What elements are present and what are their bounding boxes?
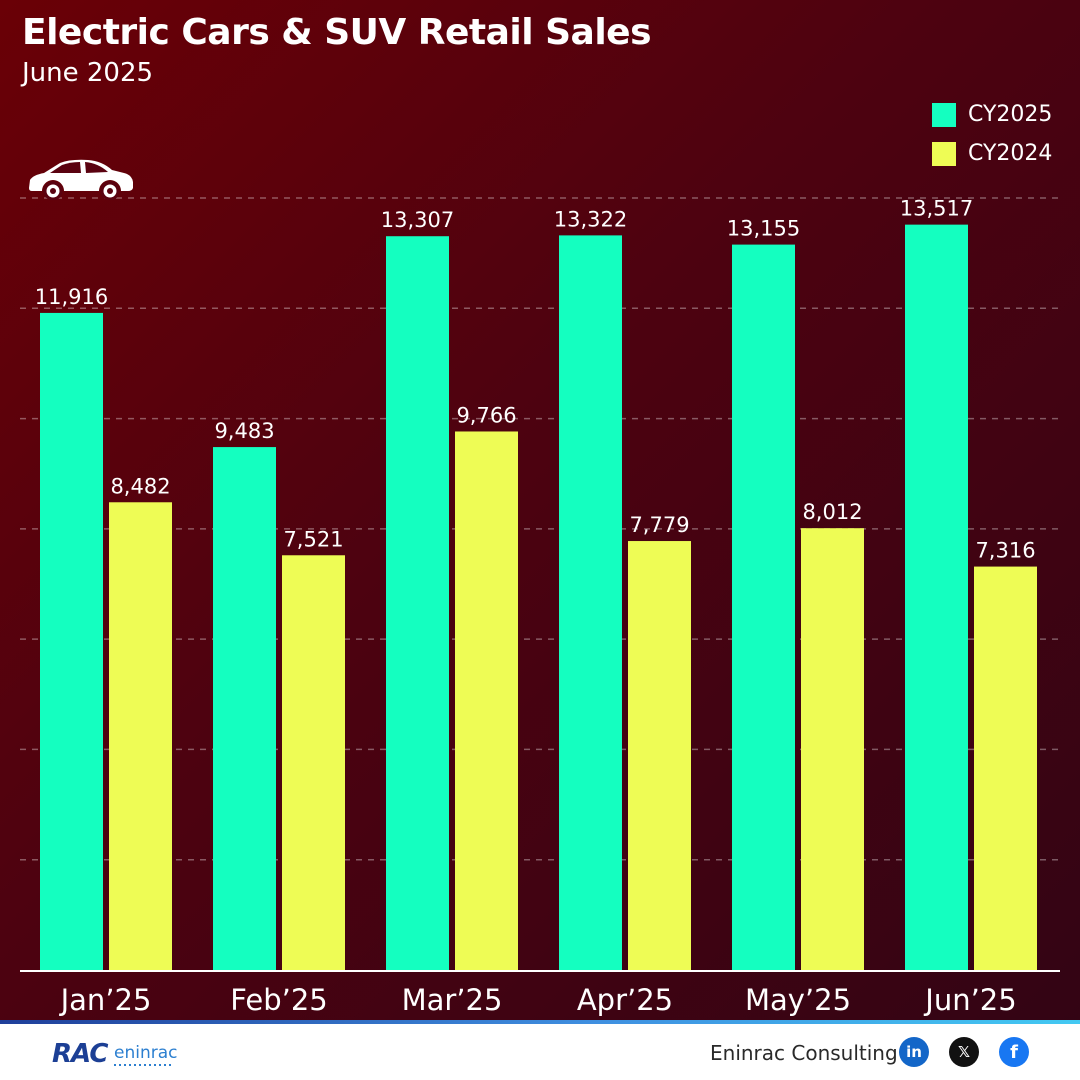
data-label-cy2024: 7,521 [283,527,343,551]
eninrac-logo: RAC eninrac [52,1039,177,1068]
electric-car-icon [29,159,133,200]
linkedin-icon[interactable]: in [899,1037,929,1067]
data-label-cy2025: 13,322 [554,207,627,231]
bar-cy2025 [213,447,276,970]
bar-cy2024 [282,555,345,970]
data-label-cy2024: 8,482 [110,474,170,498]
data-label-cy2025: 13,517 [900,197,973,221]
bar-cy2024 [628,541,691,970]
x-tick-label: May’25 [745,983,851,1017]
facebook-glyph: f [1010,1041,1018,1063]
bar-cy2024 [455,431,518,970]
data-label-cy2025: 9,483 [214,419,274,443]
logo-rac-text: RAC [52,1039,108,1068]
data-label-cy2024: 8,012 [802,500,862,524]
bar-cy2024 [109,502,172,970]
x-tick-label: Jun’25 [923,983,1016,1017]
bar-chart: 11,916 8,482 Jan’25 9,483 7,521 Feb’25 13,307 9… [35,197,1037,1017]
bar-cy2025 [732,244,795,971]
chart-subtitle: June 2025 [22,58,154,88]
data-label-cy2024: 7,316 [975,539,1035,563]
chart-title: Electric Cars & SUV Retail Sales [22,12,652,53]
bar-cy2025 [386,236,449,971]
company-name: Eninrac Consulting [710,1041,898,1065]
bar-cy2025 [40,312,103,970]
data-label-cy2025: 13,155 [727,217,800,241]
data-label-cy2025: 11,916 [35,285,108,309]
x-tick-label: Mar’25 [402,983,503,1017]
x-twitter-icon[interactable]: 𝕏 [949,1037,979,1067]
legend-label-cy2025: CY2025 [968,102,1053,127]
legend-item-cy2025: CY2025 [932,102,1052,127]
bar-cy2025 [559,235,622,971]
bar-cy2024 [801,528,864,970]
data-label-cy2025: 13,307 [381,208,454,232]
footer: RAC eninrac Eninrac Consulting in 𝕏 f [0,1024,1080,1080]
footer-accent-bar [0,1020,1080,1024]
x-tick-label: Feb’25 [230,983,327,1017]
legend-swatch-cy2025 [932,102,956,127]
bar-cy2025 [905,224,968,970]
data-label-cy2024: 7,779 [629,513,689,537]
data-label-cy2024: 9,766 [456,403,516,427]
legend-swatch-cy2024 [932,141,956,166]
infographic-poster: Electric Cars & SUV Retail Sales June 20… [0,0,1080,1022]
legend-label-cy2024: CY2024 [968,141,1053,166]
x-tick-label: Jan’25 [59,983,152,1017]
x-tick-label: Apr’25 [577,983,673,1017]
x-glyph: 𝕏 [957,1043,971,1061]
facebook-icon[interactable]: f [999,1037,1029,1067]
logo-eninrac-text: eninrac [114,1043,177,1063]
linkedin-glyph: in [906,1043,922,1061]
legend-item-cy2024: CY2024 [932,141,1052,166]
bar-cy2024 [974,566,1037,970]
